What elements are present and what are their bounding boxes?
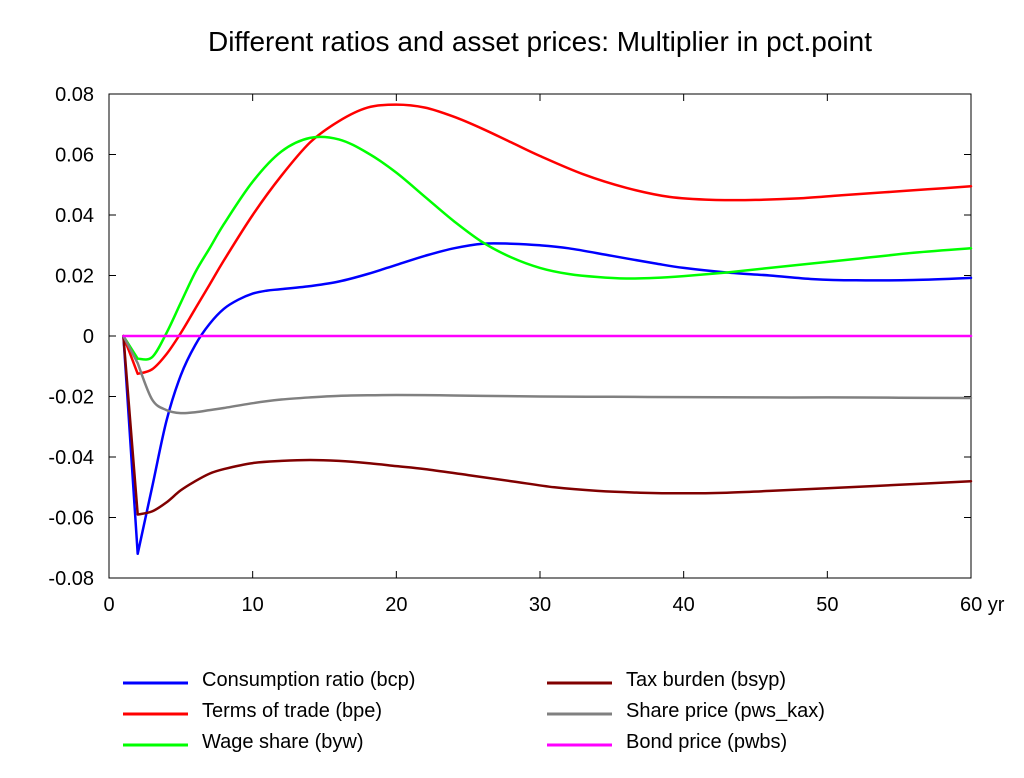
y-tick-label: 0	[83, 326, 94, 348]
legend-label: Wage share (byw)	[202, 731, 364, 753]
legend-label: Bond price (pwbs)	[626, 731, 787, 753]
x-tick-label: 20	[385, 594, 407, 616]
y-tick-label: 0.06	[55, 145, 94, 167]
y-tick-label: 0.08	[55, 84, 94, 106]
y-tick-label: 0.02	[55, 266, 94, 288]
x-tick-label: 40	[673, 594, 695, 616]
y-tick-label: 0.04	[55, 205, 94, 227]
x-tick-label: 50	[816, 594, 838, 616]
y-tick-label: -0.08	[48, 568, 94, 590]
legend-item-wage-share-byw: Wage share (byw)	[123, 731, 364, 753]
legend-item-terms-of-trade-bpe: Terms of trade (bpe)	[123, 700, 382, 722]
x-tick-label: 30	[529, 594, 551, 616]
legend-label: Terms of trade (bpe)	[202, 700, 382, 722]
series-line-tax-burden-bsyp	[122, 334, 973, 516]
series-line-wage-share-byw	[122, 135, 973, 361]
y-tick-label: -0.02	[48, 387, 94, 409]
legend-label: Share price (pws_kax)	[626, 700, 825, 722]
legend-label: Consumption ratio (bcp)	[202, 669, 415, 691]
legend: Consumption ratio (bcp) Terms of trade (b…	[123, 669, 825, 753]
x-tick-label: 60 yr	[960, 594, 1005, 616]
legend-item-share-price-pws-kax: Share price (pws_kax)	[547, 700, 825, 722]
y-tick-label: -0.04	[48, 447, 94, 469]
x-tick-label: 0	[103, 594, 114, 616]
y-tick-label: -0.06	[48, 508, 94, 530]
legend-item-consumption-ratio-bcp: Consumption ratio (bcp)	[123, 669, 415, 691]
x-axis: 0 10 20 30 40 50 60 yr	[103, 94, 1005, 616]
series-line-terms-of-trade-bpe	[122, 103, 973, 376]
legend-label: Tax burden (bsyp)	[626, 669, 786, 691]
series-group	[122, 103, 973, 556]
series-line-share-price-pws-kax	[122, 334, 973, 415]
y-axis: 0.08 0.06 0.04 0.02 0 -0.02 -0.04 -0.06 -0.08	[48, 84, 971, 590]
legend-item-bond-price-pwbs: Bond price (pwbs)	[547, 731, 787, 753]
x-tick-label: 10	[242, 594, 264, 616]
legend-item-tax-burden-bsyp: Tax burden (bsyp)	[547, 669, 786, 691]
chart-title: Different ratios and asset prices: Multi…	[208, 26, 872, 57]
